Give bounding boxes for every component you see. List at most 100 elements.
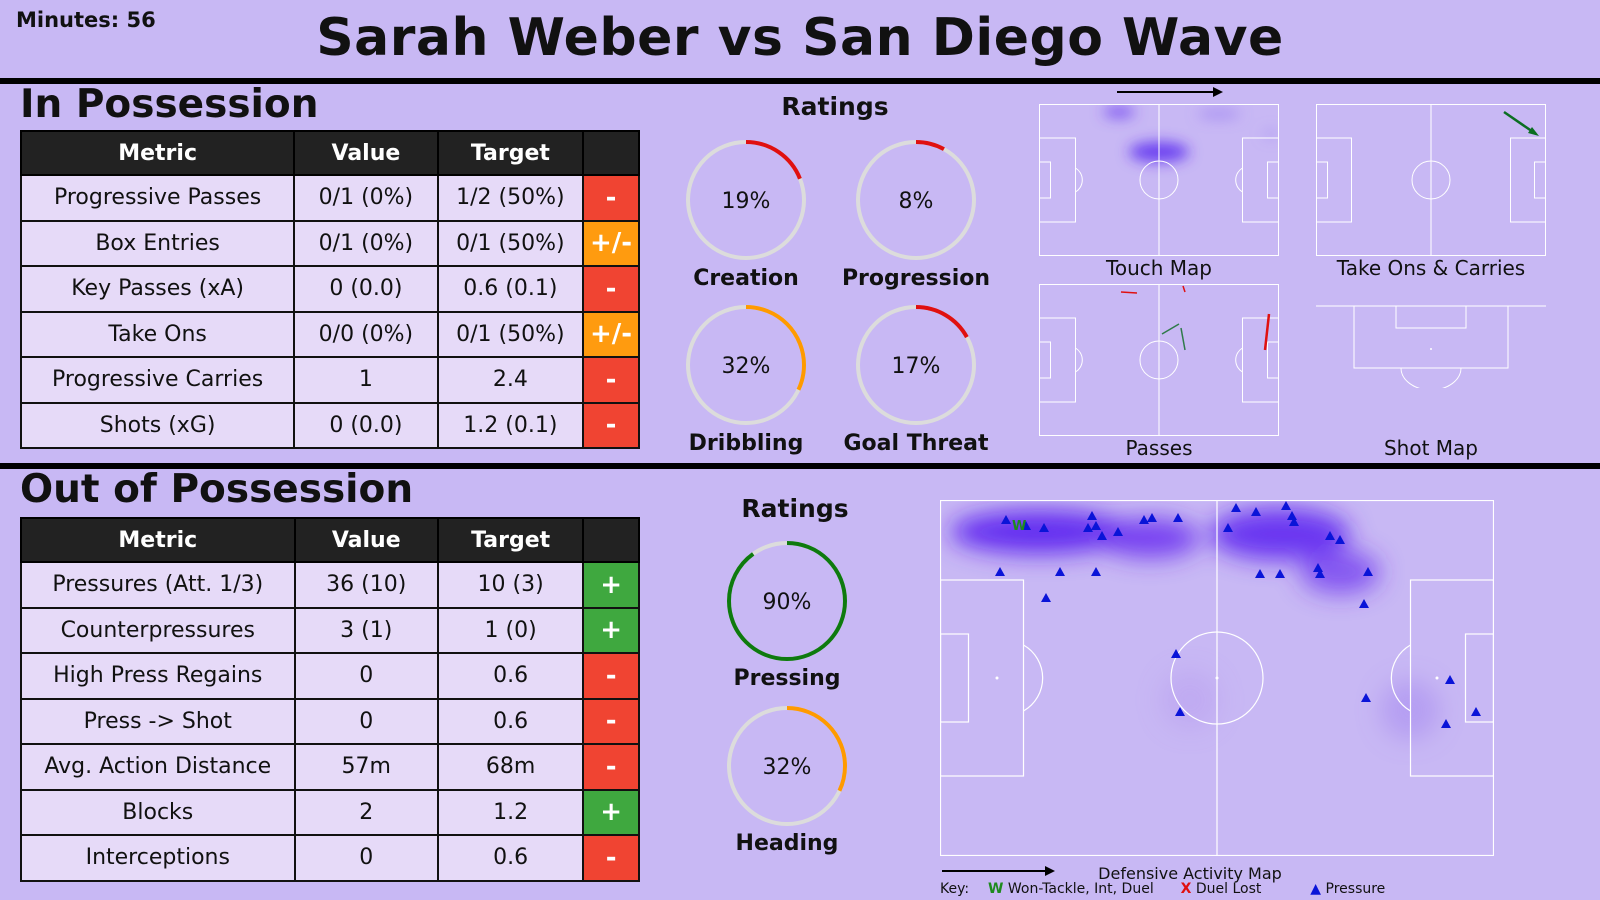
target-cell: 0/1 (50%) (436, 219, 585, 267)
metric-cell: Take Ons (19, 310, 296, 358)
value-cell: 0/1 (0%) (293, 174, 439, 222)
in-possession-title: In Possession (20, 82, 319, 127)
pressure-marker (1097, 531, 1107, 540)
progression-ring-chart: 8% (856, 140, 976, 260)
ring-percent-text: 17% (892, 354, 941, 379)
table-row: Box Entries 0/1 (0%) 0/1 (50%) +/- (19, 219, 640, 267)
col-status (582, 517, 640, 563)
status-badge: - (582, 834, 640, 882)
ring-value-arc (686, 140, 806, 260)
target-cell: 0.6 (436, 834, 585, 882)
won-symbol: W (988, 881, 1004, 897)
pressure-marker (1445, 675, 1455, 684)
pressure-marker (1251, 507, 1261, 516)
ring-value-arc (686, 305, 806, 425)
defensive-direction-arrow (942, 866, 1055, 876)
out-of-possession-title: Out of Possession (20, 467, 414, 512)
table-row: Press -> Shot 0 0.6- (20, 697, 640, 745)
pressure-marker (1471, 707, 1481, 716)
status-badge: +/- (582, 219, 640, 267)
pressure-marker (1091, 567, 1101, 576)
status-badge: - (582, 174, 640, 222)
ring-label-goal-threat: Goal Threat (843, 431, 989, 456)
value-cell: 0 (0.0) (293, 401, 439, 449)
pressure-marker (1113, 527, 1123, 536)
pressure-marker (1173, 513, 1183, 522)
metric-cell: Pressures (Att. 1/3) (20, 561, 296, 609)
touch-map-label: Touch Map (1106, 256, 1212, 280)
status-badge: + (582, 606, 640, 654)
ring-value-arc (727, 706, 847, 826)
in-possession-table: Metric Value Target Progressive Passes 0/… (19, 130, 640, 449)
pressure-marker (1139, 515, 1149, 524)
col-value: Value (293, 517, 439, 563)
passes-map-label: Passes (1125, 436, 1193, 460)
touch-map (1039, 104, 1279, 256)
target-cell: 0.6 (436, 652, 585, 700)
key-prefix: Key: (940, 881, 970, 897)
pressure-marker (1021, 521, 1031, 530)
status-badge: - (582, 401, 640, 449)
defensive-map-title: Defensive Activity Map (1098, 864, 1282, 883)
col-metric: Metric (19, 130, 296, 176)
map-key: Key: W Won-Tackle, Int, Duel X Duel Lost… (940, 881, 1480, 899)
table-row: Progressive Carries 1 2.4- (19, 356, 640, 404)
ring-dribbling: 32% (683, 302, 809, 428)
ring-label-dribbling: Dribbling (688, 431, 804, 456)
ring-percent-text: 19% (722, 189, 771, 214)
ring-label-creation: Creation (693, 266, 799, 291)
pressing-ring-chart: 90% (727, 541, 847, 661)
table-row: Avg. Action Distance 57m 68m - (20, 743, 640, 791)
metric-cell: Avg. Action Distance (20, 743, 296, 791)
pressure-marker (1281, 501, 1291, 510)
metric-cell: Blocks (20, 788, 296, 836)
pressure-marker (1175, 707, 1185, 716)
pressure-marker (1359, 599, 1369, 608)
pressure-marker (1087, 511, 1097, 520)
ring-label-heading: Heading (735, 831, 839, 856)
out-of-possession-table: Metric Value Target Pressures (Att. 1/3)… (20, 517, 640, 882)
status-badge: - (582, 265, 640, 313)
divider-middle (0, 463, 1600, 469)
take-ons-carries-map (1316, 104, 1546, 256)
creation-ring-chart: 19% (686, 140, 806, 260)
pressure-markers (995, 501, 1481, 728)
metric-cell: Key Passes (xA) (19, 265, 296, 313)
pressure-marker (1315, 569, 1325, 578)
metric-cell: Interceptions (20, 834, 296, 882)
pressure-marker (1313, 563, 1323, 572)
ring-pressing: 90% (724, 538, 850, 664)
target-cell: 2.4 (436, 356, 585, 404)
target-cell: 10 (3) (436, 561, 585, 609)
goal-threat-ring-chart: 17% (856, 305, 976, 425)
table-row: Pressures (Att. 1/3) 36 (10) 10 (3) + (20, 561, 640, 609)
value-cell: 36 (10) (293, 561, 439, 609)
won-action-marker: W (1012, 519, 1026, 534)
lost-symbol: X (1180, 881, 1192, 897)
minutes-played: Minutes: 56 (16, 8, 156, 32)
status-badge: - (582, 743, 640, 791)
table-row: Counterpressures 3 (1) 1 (0) + (20, 606, 640, 654)
metric-cell: Press -> Shot (20, 697, 296, 745)
target-cell: 1 (0) (436, 606, 585, 654)
value-cell: 3 (1) (293, 606, 439, 654)
metric-cell: Progressive Carries (19, 356, 296, 404)
value-cell: 0/1 (0%) (293, 219, 439, 267)
pressure-marker (1361, 693, 1371, 702)
pressure-marker (1325, 531, 1335, 540)
ring-heading: 32% (724, 703, 850, 829)
table-row: Progressive Passes 0/1 (0%) 1/2 (50%) - (19, 174, 640, 222)
value-cell: 0 (293, 834, 439, 882)
take-ons-carries-label: Take Ons & Carries (1336, 256, 1526, 280)
pressure-marker (1001, 515, 1011, 524)
target-cell: 1.2 (0.1) (436, 401, 585, 449)
ring-progression: 8% (853, 137, 979, 263)
pressure-marker (1041, 593, 1051, 602)
pressure-marker (1091, 521, 1101, 530)
status-badge: +/- (582, 310, 640, 358)
passes-map (1039, 284, 1279, 436)
page-title: Sarah Weber vs San Diego Wave (316, 8, 1284, 68)
col-target: Target (436, 130, 585, 176)
pressure-marker (1289, 517, 1299, 526)
pressure-marker (1171, 649, 1181, 658)
